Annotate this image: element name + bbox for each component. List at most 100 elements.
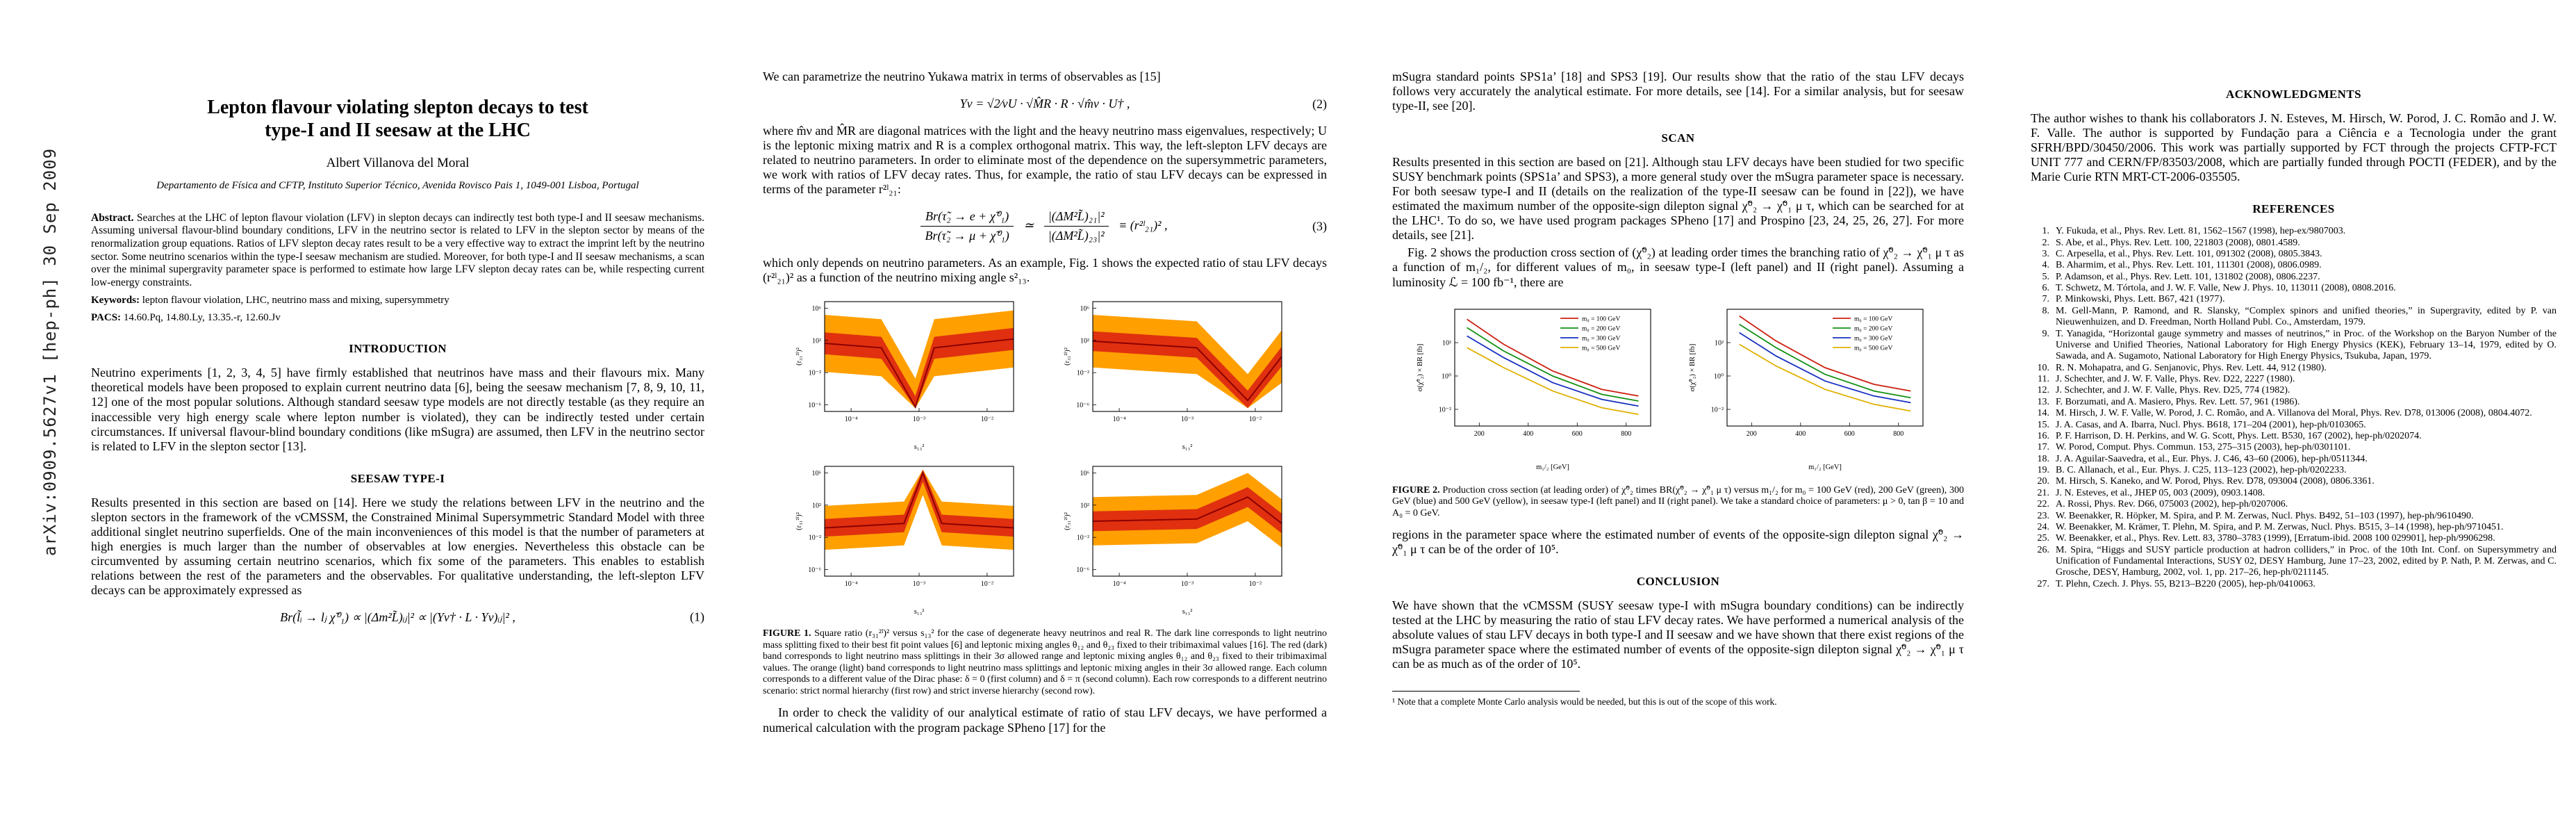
- svg-text:10²: 10²: [1080, 502, 1089, 510]
- section-references: REFERENCES: [2252, 202, 2335, 216]
- svg-text:s₁₃²: s₁₃²: [914, 608, 925, 615]
- reference-item: 8. M. Gell-Mann, P. Ramond, and R. Slansk…: [2031, 306, 2557, 329]
- svg-text:200: 200: [1746, 430, 1756, 438]
- reference-number: 18.: [2037, 453, 2050, 464]
- section-conclusion: CONCLUSION: [1636, 575, 1720, 589]
- reference-text: W. Beenakker, R. Höpker, M. Spira, and P…: [2056, 510, 2474, 521]
- equation-2-number: (2): [1312, 97, 1327, 111]
- reference-number: 9.: [2042, 328, 2050, 339]
- reference-item: 14. M. Hirsch, J. W. F. Valle, W. Porod, …: [2031, 408, 2557, 419]
- reference-item: 27. T. Plehn, Czech. J. Phys. 55, B213–B2…: [2031, 579, 2557, 590]
- figure2-panel-2: 200 400 600 800 10² 10⁰ 10⁻² m₀ = 100 GeV m₀ = 2…: [1685, 299, 1944, 475]
- figure1-panel-2: 10⁶ 10² 10⁻² 10⁻⁶ 10⁻⁴ 10⁻³ 10⁻² (r₃₁²ˡ)² s₁₃²: [1061, 296, 1297, 455]
- reference-item: 20. M. Hirsch, S. Kaneko, and W. Porod, P…: [2031, 476, 2557, 487]
- svg-text:10⁻²: 10⁻²: [809, 370, 821, 377]
- reference-text: R. N. Mohapatra, and G. Senjanovic, Phys…: [2056, 362, 2327, 373]
- reference-item: 26. M. Spira, “Higgs and SUSY particle pr…: [2031, 545, 2557, 579]
- reference-item: 23. W. Beenakker, R. Höpker, M. Spira, an…: [2031, 511, 2557, 522]
- svg-text:10²: 10²: [812, 502, 821, 510]
- reference-text: J. N. Esteves, et al., JHEP 05, 003 (200…: [2056, 487, 2265, 498]
- reference-item: 7. P. Minkowski, Phys. Lett. B67, 421 (19…: [2031, 294, 2557, 305]
- figure-2-caption-text: Production cross section (at leading ord…: [1392, 484, 1964, 518]
- reference-text: M. Hirsch, J. W. F. Valle, W. Porod, J. …: [2056, 408, 2532, 419]
- reference-text: M. Gell-Mann, P. Ramond, and R. Slansky,…: [2056, 305, 2557, 328]
- svg-text:m₀ = 100 GeV: m₀ = 100 GeV: [1854, 316, 1893, 322]
- svg-text:m₀ = 500 GeV: m₀ = 500 GeV: [1854, 345, 1893, 352]
- svg-text:10⁶: 10⁶: [1080, 305, 1090, 313]
- footnote-rule: [1392, 691, 1580, 692]
- equation-3-tail: ≡ (r²ˡ₂₁)² ,: [1118, 218, 1168, 232]
- svg-text:10⁰: 10⁰: [1713, 373, 1723, 380]
- pacs-text: 14.60.Pq, 14.80.Ly, 13.35.-r, 12.60.Jv: [123, 312, 281, 324]
- reference-item: 10. R. N. Mohapatra, and G. Senjanovic, P…: [2031, 363, 2557, 374]
- reference-item: 2. S. Abe, et al., Phys. Rev. Lett. 100, …: [2031, 238, 2557, 249]
- equation-3-rhs-fraction: |(ΔM²L̃)₂₁|² |(ΔM²L̃)₂₃|²: [1043, 209, 1109, 243]
- svg-text:10⁻³: 10⁻³: [913, 580, 925, 588]
- reference-item: 12. J. Schechter, and J. W. F. Valle, Phy…: [2031, 385, 2557, 396]
- equation-3-rhs-denominator: |(ΔM²L̃)₂₃|²: [1048, 229, 1105, 243]
- references-list: 1. Y. Fukuda, et al., Phys. Rev. Lett. 81…: [2031, 226, 2557, 590]
- intro-paragraph: Neutrino experiments [1, 2, 3, 4, 5] hav…: [91, 366, 704, 453]
- reference-item: 4. B. Aharmim, et al., Phys. Rev. Lett. 1…: [2031, 260, 2557, 271]
- reference-item: 18. J. A. Aguilar-Saavedra, et al., Eur. …: [2031, 454, 2557, 465]
- reference-text: J. A. Aguilar-Saavedra, et al., Eur. Phy…: [2056, 453, 2368, 464]
- title-line-1: Lepton flavour violating slepton decays …: [207, 97, 588, 118]
- reference-number: 2.: [2042, 237, 2050, 248]
- reference-number: 27.: [2037, 578, 2050, 589]
- figure1-panel-4: 10⁶ 10² 10⁻² 10⁻⁶ 10⁻⁴ 10⁻³ 10⁻² (r₃₁²ˡ)² s₁₃²: [1061, 461, 1297, 619]
- svg-text:800: 800: [1621, 430, 1631, 438]
- figure1-plot: 10⁶ 10² 10⁻² 10⁻⁶ 10⁻⁴ 10⁻³ 10⁻² (r₃₁²ˡ)² s₁₃²: [1064, 301, 1282, 451]
- figure1-plot: 10⁶ 10² 10⁻² 10⁻⁶ 10⁻⁴ 10⁻³ 10⁻² (r₃₁²ˡ)² s₁₃²: [795, 466, 1014, 616]
- reference-item: 16. P. F. Harrison, D. H. Perkins, and W.…: [2031, 431, 2557, 442]
- equation-1-number: (1): [690, 610, 704, 624]
- equation-3-rhs-numerator: |(ΔM²L̃)₂₁|²: [1043, 209, 1109, 227]
- scan-paragraph: Results presented in this section are ba…: [1392, 155, 1964, 243]
- svg-text:10⁻⁶: 10⁻⁶: [1076, 402, 1089, 409]
- svg-text:10²: 10²: [812, 338, 821, 345]
- svg-text:10⁶: 10⁶: [812, 305, 822, 313]
- reference-text: M. Hirsch, S. Kaneko, and W. Porod, Phys…: [2056, 476, 2375, 487]
- reference-number: 14.: [2037, 408, 2050, 419]
- acknowledgments-paragraph: The author wishes to thank his collabora…: [2031, 111, 2557, 184]
- reference-number: 7.: [2042, 294, 2050, 305]
- paper-title: Lepton flavour violating slepton decays …: [91, 96, 704, 142]
- reference-number: 25.: [2037, 533, 2050, 544]
- figure2-intro-paragraph: Fig. 2 shows the production cross sectio…: [1392, 245, 1964, 289]
- svg-text:(r₃₁²ˡ)²: (r₃₁²ˡ)²: [795, 512, 803, 530]
- figure1-panel-3: 10⁶ 10² 10⁻² 10⁻⁶ 10⁻⁴ 10⁻³ 10⁻² (r₃₁²ˡ)² s₁₃²: [793, 461, 1029, 619]
- reference-item: 15. J. A. Casas, and A. Ibarra, Nucl. Phy…: [2031, 420, 2557, 431]
- svg-text:10⁻²: 10⁻²: [1249, 416, 1262, 423]
- svg-text:(r₃₁²ˡ)²: (r₃₁²ˡ)²: [1064, 512, 1071, 530]
- svg-text:10⁻²: 10⁻²: [1249, 580, 1262, 588]
- svg-text:σ(χ̃⁰₂) × BR [fb]: σ(χ̃⁰₂) × BR [fb]: [1688, 343, 1696, 391]
- svg-text:400: 400: [1523, 430, 1533, 438]
- svg-text:m₀ = 300 GeV: m₀ = 300 GeV: [1854, 335, 1893, 342]
- affiliation: Departamento de Física and CFTP, Institu…: [156, 180, 639, 192]
- svg-text:10⁻²: 10⁻²: [981, 416, 993, 423]
- equation-1: Br(l̃ᵢ → lⱼ χ̃⁰₁) ∝ |(Δm²L̃)ᵢⱼ|² ∝ |(Yν†…: [91, 610, 704, 625]
- sps-paragraph: mSugra standard points SPS1a’ [18] and S…: [1392, 70, 1964, 113]
- reference-number: 12.: [2037, 385, 2050, 396]
- reference-text: M. Spira, “Higgs and SUSY particle produ…: [2056, 544, 2557, 578]
- reference-number: 1.: [2042, 226, 2050, 237]
- svg-text:10⁻⁴: 10⁻⁴: [1113, 580, 1126, 588]
- figure2-panel-1: 200 400 600 800 10² 10⁰ 10⁻² m₀ = 100 GeV m₀ = 2…: [1412, 299, 1671, 475]
- reference-text: W. Beenakker, M. Krämer, T. Plehn, M. Sp…: [2056, 521, 2504, 532]
- reference-number: 22.: [2037, 499, 2050, 510]
- section-seesaw-type-i: SEESAW TYPE-I: [350, 471, 445, 485]
- reference-text: B. Aharmim, et al., Phys. Rev. Lett. 101…: [2056, 260, 2322, 271]
- reference-number: 24.: [2037, 521, 2050, 532]
- abstract-label: Abstract.: [91, 211, 134, 224]
- figure-2: 200 400 600 800 10² 10⁰ 10⁻² m₀ = 100 GeV m₀ = 2…: [1392, 299, 1964, 475]
- svg-text:s₁₃²: s₁₃²: [914, 443, 925, 450]
- svg-text:10²: 10²: [1442, 339, 1451, 347]
- svg-text:600: 600: [1844, 430, 1854, 438]
- reference-text: P. Minkowski, Phys. Lett. B67, 421 (1977…: [2056, 294, 2225, 305]
- figure-2-caption: FIGURE 2. Production cross section (at l…: [1392, 485, 1964, 520]
- svg-text:400: 400: [1795, 430, 1806, 438]
- reference-item: 5. P. Adamson, et al., Phys. Rev. Lett. 1…: [2031, 272, 2557, 283]
- equation-1-body: Br(l̃ᵢ → lⱼ χ̃⁰₁) ∝ |(Δm²L̃)ᵢⱼ|² ∝ |(Yν†…: [280, 610, 515, 624]
- svg-text:s₁₃²: s₁₃²: [1182, 608, 1193, 615]
- reference-item: 13. F. Borzumati, and A. Masiero, Phys. R…: [2031, 397, 2557, 408]
- svg-text:m₀ = 200 GeV: m₀ = 200 GeV: [1854, 325, 1893, 332]
